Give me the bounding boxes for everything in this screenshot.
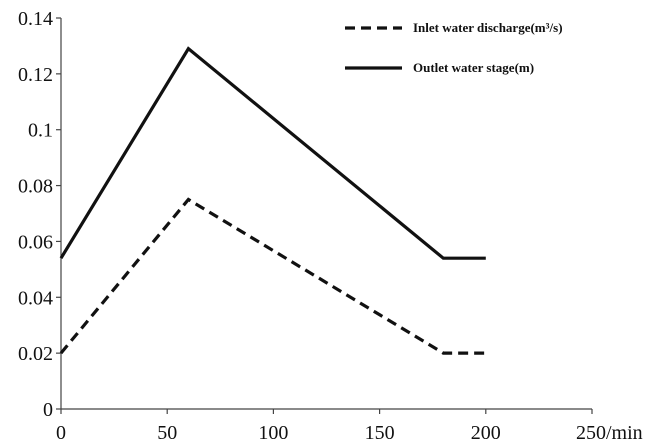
y-tick-label: 0.08	[18, 176, 53, 198]
x-tick-label: 50	[157, 422, 177, 443]
y-tick-label: 0.14	[18, 8, 53, 30]
legend: Inlet water discharge(m³/s) Outlet water …	[345, 20, 563, 75]
y-tick-label: 0.04	[18, 287, 53, 309]
x-tick-label: 150	[365, 422, 395, 443]
series-layer	[59, 46, 486, 355]
x-tick-label: 100	[258, 422, 288, 443]
legend-label-inlet-discharge: Inlet water discharge(m³/s)	[413, 20, 563, 35]
y-axis-ticks: 0 0.02 0.04 0.06 0.08 0.1 0.12 0.14	[18, 8, 61, 421]
legend-label-outlet-stage: Outlet water stage(m)	[413, 60, 534, 75]
x-tick-label: 250/min	[576, 422, 643, 443]
series-line-inlet-discharge	[59, 197, 486, 355]
x-tick-label: 200	[471, 422, 501, 443]
y-tick-label: 0.12	[18, 64, 53, 86]
chart-axes	[60, 18, 592, 410]
x-tick-label: 0	[56, 422, 66, 443]
series-line-outlet-stage	[59, 46, 486, 260]
y-tick-label: 0.1	[28, 120, 53, 142]
x-axis-ticks: 0 50 100 150 200 250/min	[56, 409, 643, 443]
y-tick-label: 0	[43, 399, 53, 421]
y-tick-label: 0.06	[18, 231, 53, 253]
y-tick-label: 0.02	[18, 343, 53, 365]
